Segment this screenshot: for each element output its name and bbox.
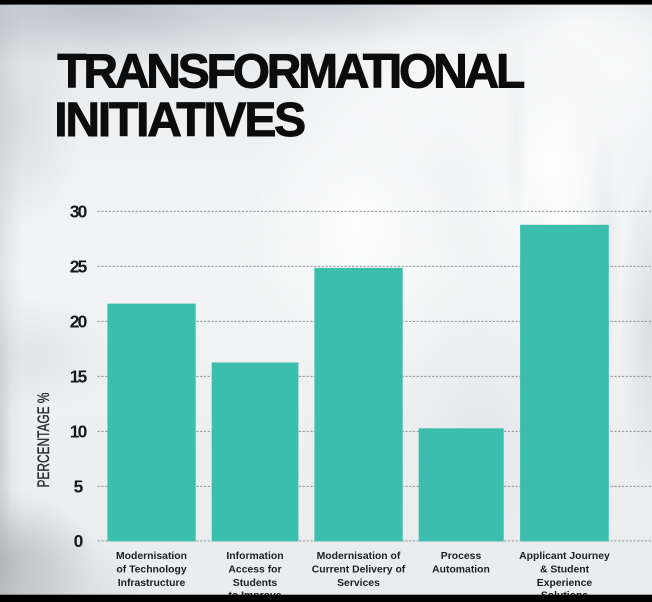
svg-text:Modernisation of: Modernisation of (317, 551, 401, 562)
svg-text:Current Delivery of: Current Delivery of (312, 564, 406, 575)
svg-text:Infrastructure: Infrastructure (118, 578, 186, 589)
svg-text:& Student: & Student (540, 564, 590, 575)
svg-text:20: 20 (70, 312, 88, 332)
svg-text:Automation: Automation (432, 564, 490, 575)
svg-text:Process: Process (441, 551, 482, 562)
svg-text:10: 10 (70, 422, 88, 442)
svg-text:25: 25 (70, 257, 88, 277)
svg-text:5: 5 (74, 477, 84, 497)
svg-text:30: 30 (70, 202, 88, 222)
svg-text:TRANSFORMATIONAL: TRANSFORMATIONAL (57, 45, 525, 98)
svg-text:Services: Services (337, 578, 380, 589)
svg-text:0: 0 (74, 531, 84, 551)
svg-text:Applicant Journey: Applicant Journey (519, 551, 610, 562)
svg-text:PERCENTAGE %: PERCENTAGE % (34, 393, 53, 488)
svg-text:Experience: Experience (537, 578, 593, 589)
svg-text:15: 15 (70, 367, 88, 387)
svg-text:Modernisation: Modernisation (116, 551, 187, 562)
svg-text:of Technology: of Technology (116, 564, 186, 575)
svg-text:INITIATIVES: INITIATIVES (54, 94, 306, 147)
svg-text:Information: Information (226, 551, 283, 562)
svg-text:Access for: Access for (228, 564, 281, 575)
svg-text:Students: Students (233, 578, 278, 589)
